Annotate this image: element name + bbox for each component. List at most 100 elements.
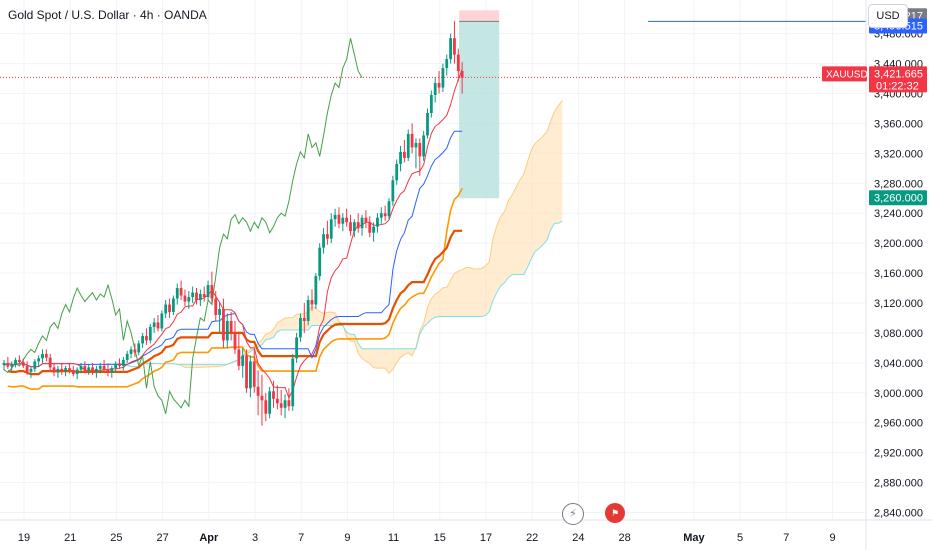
candle-body [222, 309, 225, 341]
time-tick-label: May [683, 532, 705, 544]
time-tick-label: 22 [526, 532, 538, 544]
candle-body [118, 363, 121, 366]
candle-body [18, 359, 21, 363]
candle-body [426, 112, 429, 136]
candle-body [287, 400, 291, 407]
price-tick-label: 3,000.000 [874, 388, 923, 400]
lightning-icon[interactable]: ⚡ [562, 503, 584, 525]
time-tick-label: 5 [737, 532, 743, 544]
candle-body [364, 217, 368, 223]
symbol-title[interactable]: Gold Spot / U.S. Dollar · 4h · OANDA [8, 8, 207, 22]
time-tick-label: 21 [64, 532, 76, 544]
currency-selector[interactable]: USD [868, 4, 908, 28]
us-flag-icon[interactable]: ⚑ [605, 503, 625, 523]
candle-body [91, 367, 94, 372]
candle-body [160, 313, 164, 329]
candle-body [410, 133, 414, 148]
candle-body [137, 343, 141, 353]
time-tick-label: 11 [388, 532, 399, 544]
symbol-badge: XAUUSD [826, 69, 868, 80]
candle-body [418, 142, 422, 157]
candle-body [133, 349, 137, 353]
candle-body [110, 368, 114, 373]
candle-body [141, 335, 144, 344]
candle-body [391, 180, 395, 202]
candle-body [172, 298, 175, 312]
price-tick-label: 3,120.000 [874, 298, 923, 310]
candle-body [272, 391, 275, 399]
candle-body [368, 222, 372, 233]
candle-body [129, 349, 133, 354]
candle-body [326, 234, 329, 239]
candlestick-series [2, 20, 464, 426]
base-line [3, 130, 463, 368]
candle-body [268, 391, 272, 414]
candle-body [106, 369, 110, 373]
candle-body [329, 219, 333, 239]
indicator-lines [0, 20, 866, 414]
time-axis: 19 21 25 27 Apr 3 7 9 11 15 17 22 24 28 May 5 7 9 [0, 519, 932, 544]
price-tick-label: 2,880.000 [874, 478, 923, 490]
candle-body [156, 322, 160, 329]
candle-body [195, 292, 198, 301]
candle-body [302, 317, 306, 321]
candle-body [245, 355, 248, 389]
candle-body [225, 320, 229, 341]
candle-body [79, 365, 83, 370]
candle-body [322, 234, 325, 248]
time-tick-label: 9 [344, 532, 350, 544]
candle-body [403, 151, 406, 158]
candle-body [52, 367, 56, 373]
time-tick-label: Apr [199, 532, 219, 544]
lagging-span [3, 38, 363, 414]
price-tick-label: 3,320.000 [874, 148, 923, 160]
candle-body [352, 222, 356, 232]
candle-body [21, 362, 25, 366]
candle-body [71, 370, 75, 375]
candle-body [168, 304, 171, 312]
leading-span-a [103, 100, 563, 375]
candle-body [114, 363, 118, 369]
candle-body [229, 320, 233, 333]
candle-body [372, 226, 375, 233]
price-tick-label: 2,960.000 [874, 418, 923, 430]
price-tick-label: 3,280.000 [874, 178, 923, 190]
candle-body [210, 285, 214, 299]
target-price-badge: 3,260.000 [874, 192, 923, 204]
candle-body [306, 300, 310, 321]
candle-body [437, 83, 441, 88]
candle-body [310, 300, 314, 305]
candle-body [241, 355, 245, 366]
candle-body [433, 83, 437, 96]
candle-body [460, 71, 464, 78]
last-price-badge: 3,421.665 [874, 68, 923, 80]
candle-body [299, 317, 302, 338]
last-price-badge-bg [869, 66, 927, 93]
time-tick-label: 19 [18, 532, 30, 544]
candle-body [14, 359, 17, 365]
candle-body [275, 398, 279, 404]
candle-body [218, 309, 221, 315]
time-tick-label: 7 [298, 532, 304, 544]
candle-body [383, 213, 387, 217]
candle-body [345, 217, 349, 223]
candle-body [164, 304, 168, 314]
candle-body [395, 163, 399, 181]
candle-body [29, 368, 33, 372]
target-zone [459, 21, 500, 199]
candle-body [2, 362, 6, 366]
price-tick-label: 3,160.000 [874, 268, 923, 280]
candle-body [295, 337, 298, 359]
candle-body [202, 294, 206, 298]
candle-body [379, 213, 383, 218]
candle-body [37, 358, 41, 362]
candle-body [256, 386, 260, 396]
candle-body [237, 349, 241, 366]
stop-zone [459, 10, 500, 22]
candle-body [233, 332, 237, 350]
candle-body [198, 294, 202, 301]
price-tick-label: 3,040.000 [874, 358, 923, 370]
candle-body [60, 368, 64, 372]
candle-body [102, 365, 106, 370]
